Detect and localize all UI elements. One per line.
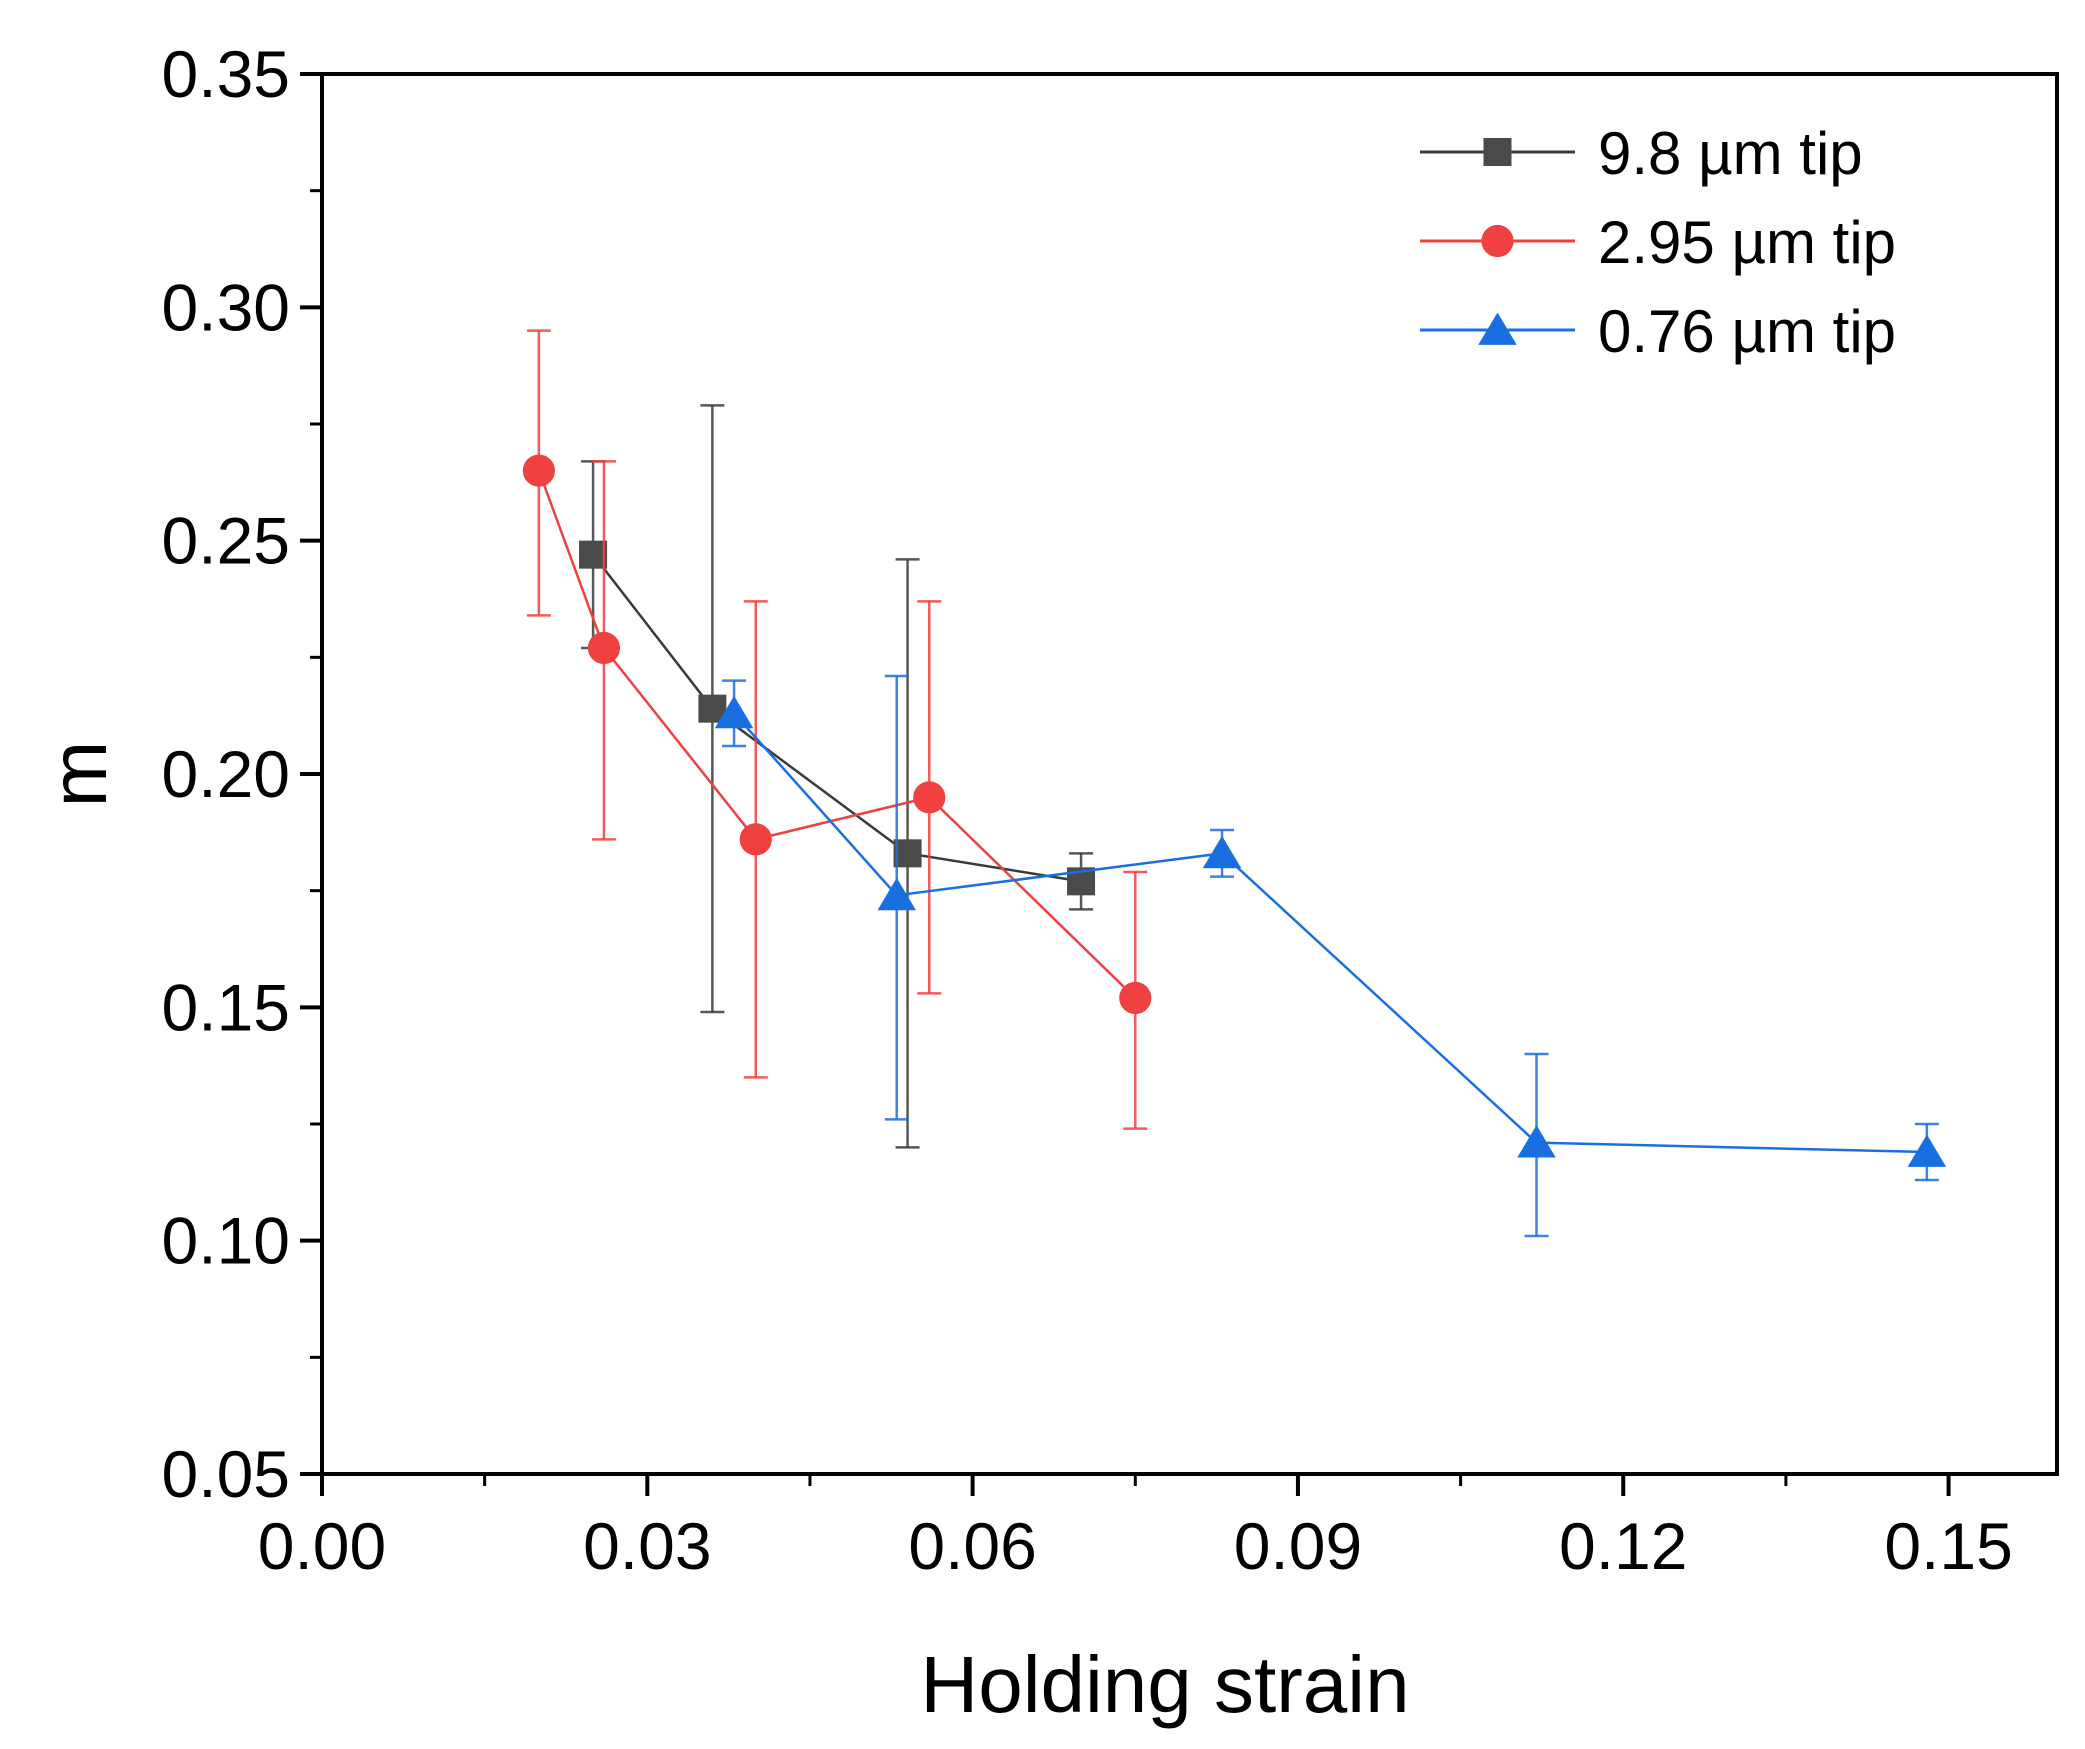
y-tick-label: 0.25 xyxy=(162,504,290,578)
data-point xyxy=(714,695,754,729)
series-1 xyxy=(522,329,1152,1130)
series-0 xyxy=(579,404,1096,1149)
data-point xyxy=(579,540,608,569)
data-point xyxy=(913,781,946,814)
legend: 9.8 µm tip 2.95 µm tip 0.76 µm tip xyxy=(1420,120,1896,365)
x-tick-label: 0.15 xyxy=(1884,1509,2012,1583)
x-tick-label: 0.03 xyxy=(583,1509,711,1583)
legend-label: 2.95 µm tip xyxy=(1598,209,1896,276)
legend-item-0: 9.8 µm tip xyxy=(1420,120,1863,187)
data-point xyxy=(739,823,772,856)
legend-label: 0.76 µm tip xyxy=(1598,298,1896,365)
data-point xyxy=(1119,981,1152,1015)
axis-ticks: 0.00 0.03 0.06 0.09 0.12 0.15 0.05 0.10 0.15 0.20… xyxy=(162,37,2013,1583)
y-tick-label: 0.05 xyxy=(162,1437,290,1511)
data-point xyxy=(587,631,621,665)
legend-marker xyxy=(1483,138,1512,166)
y-axis-title: m xyxy=(34,741,123,808)
series-2 xyxy=(714,674,1947,1238)
x-tick-label: 0.09 xyxy=(1234,1509,1362,1583)
y-tick-label: 0.15 xyxy=(162,970,290,1044)
data-point xyxy=(1907,1134,1947,1167)
legend-item-2: 0.76 µm tip xyxy=(1420,298,1896,365)
y-tick-label: 0.30 xyxy=(162,270,290,344)
x-axis-title: Holding strain xyxy=(920,1640,1409,1729)
legend-marker xyxy=(1478,312,1517,345)
legend-label: 9.8 µm tip xyxy=(1598,120,1863,187)
plot-area xyxy=(320,72,2059,1476)
data-point xyxy=(1202,835,1242,869)
x-tick-label: 0.12 xyxy=(1559,1509,1687,1583)
y-tick-label: 0.20 xyxy=(162,737,290,811)
data-point xyxy=(877,877,916,911)
data-point xyxy=(522,454,555,487)
legend-marker xyxy=(1481,224,1514,258)
series-layer xyxy=(522,329,1947,1238)
x-tick-label: 0.00 xyxy=(258,1509,386,1583)
y-tick-label: 0.35 xyxy=(162,37,290,111)
x-tick-label: 0.06 xyxy=(908,1509,1036,1583)
legend-item-1: 2.95 µm tip xyxy=(1420,209,1896,276)
series-line xyxy=(592,553,1082,883)
data-point xyxy=(893,839,922,868)
data-point xyxy=(1517,1125,1556,1158)
y-tick-label: 0.10 xyxy=(162,1204,290,1278)
